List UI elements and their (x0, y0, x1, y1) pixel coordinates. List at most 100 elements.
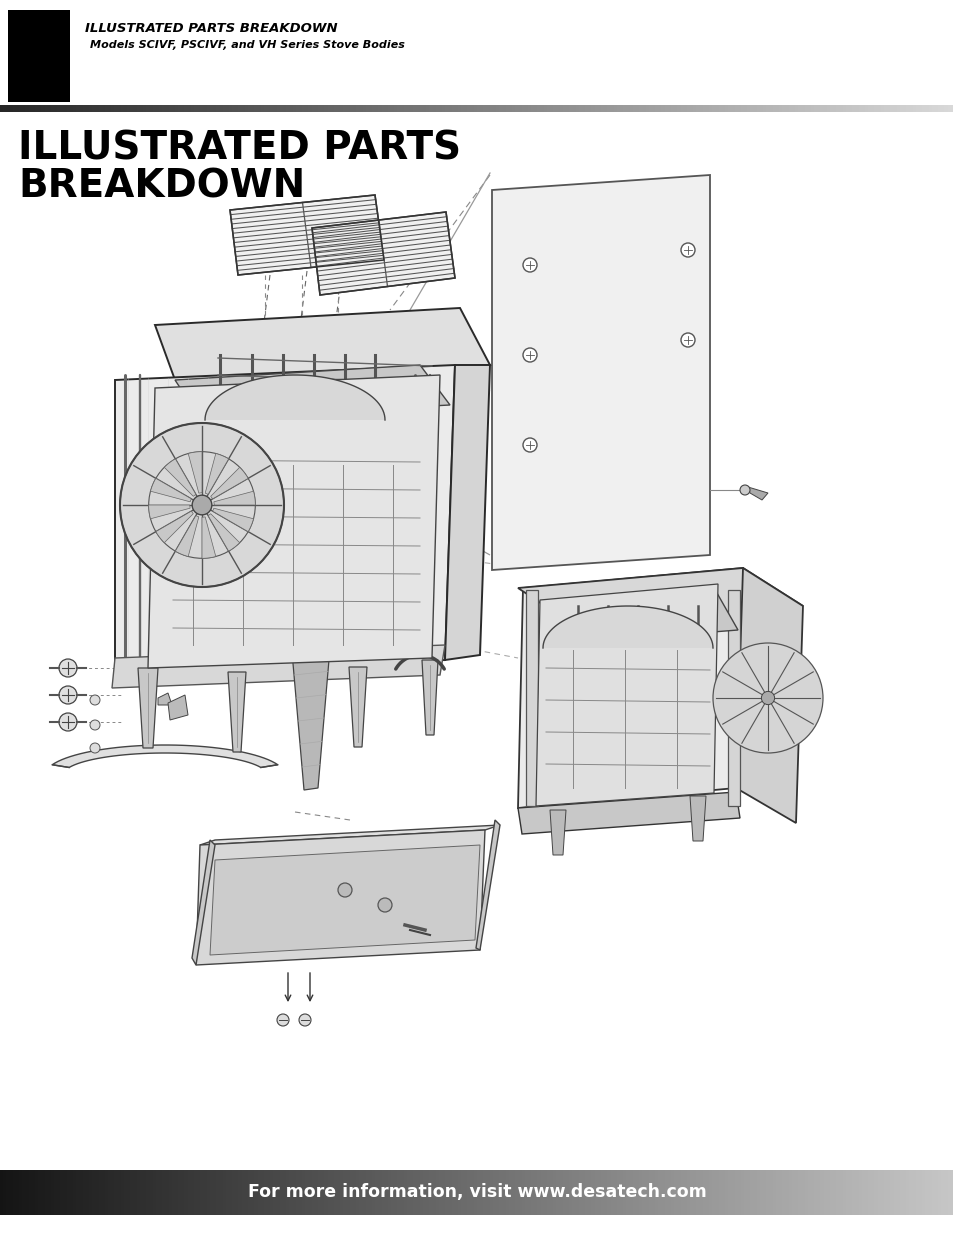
Polygon shape (208, 514, 239, 551)
Bar (836, 105, 840, 112)
Bar (295, 105, 299, 112)
Bar (476, 105, 480, 112)
Bar (746, 1170, 751, 1215)
Bar (622, 1170, 627, 1215)
Bar (470, 1170, 475, 1215)
Bar (267, 1170, 271, 1215)
Bar (324, 1170, 328, 1215)
Bar (35, 105, 39, 112)
Bar (241, 1170, 246, 1215)
Bar (381, 105, 385, 112)
Bar (31, 1170, 36, 1215)
Bar (279, 105, 284, 112)
Bar (839, 1170, 842, 1215)
Circle shape (192, 495, 212, 515)
Bar (848, 105, 852, 112)
Bar (619, 1170, 623, 1215)
Bar (941, 1170, 944, 1215)
Bar (556, 105, 560, 112)
Bar (493, 105, 497, 112)
Bar (45, 1170, 49, 1215)
Bar (794, 1170, 799, 1215)
Bar (343, 105, 347, 112)
Bar (365, 1170, 370, 1215)
Bar (603, 105, 608, 112)
Bar (699, 1170, 703, 1215)
Bar (416, 1170, 420, 1215)
Bar (578, 105, 582, 112)
Bar (362, 105, 366, 112)
Bar (705, 1170, 709, 1215)
Bar (762, 1170, 766, 1215)
Bar (943, 105, 947, 112)
Bar (314, 105, 318, 112)
Bar (270, 1170, 274, 1215)
Polygon shape (52, 745, 277, 767)
Polygon shape (492, 175, 709, 571)
Bar (531, 105, 535, 112)
Bar (874, 105, 878, 112)
Bar (832, 1170, 837, 1215)
Polygon shape (151, 478, 192, 501)
Bar (207, 105, 211, 112)
Bar (899, 105, 903, 112)
Bar (686, 105, 690, 112)
Bar (384, 105, 389, 112)
Bar (83, 1170, 87, 1215)
Bar (540, 1170, 544, 1215)
Bar (378, 105, 382, 112)
Bar (829, 105, 833, 112)
Bar (355, 1170, 360, 1215)
Bar (479, 105, 484, 112)
Bar (727, 105, 732, 112)
Bar (683, 105, 687, 112)
Bar (632, 105, 637, 112)
Bar (543, 1170, 547, 1215)
Bar (327, 105, 332, 112)
Bar (457, 105, 461, 112)
Bar (295, 1170, 299, 1215)
Bar (937, 1170, 942, 1215)
Bar (727, 1170, 732, 1215)
Bar (527, 105, 532, 112)
Bar (48, 1170, 51, 1215)
Text: ILLUSTRATED PARTS: ILLUSTRATED PARTS (18, 130, 460, 168)
Circle shape (522, 258, 537, 272)
Bar (229, 105, 233, 112)
Bar (617, 1170, 620, 1215)
Bar (184, 105, 189, 112)
Bar (407, 1170, 411, 1215)
Bar (753, 105, 757, 112)
Bar (931, 1170, 935, 1215)
Bar (696, 1170, 700, 1215)
Bar (721, 105, 725, 112)
Bar (327, 1170, 332, 1215)
Bar (765, 105, 770, 112)
Polygon shape (211, 467, 248, 499)
Bar (8, 10, 70, 103)
Bar (359, 1170, 363, 1215)
Polygon shape (292, 648, 330, 790)
Bar (772, 1170, 776, 1215)
Bar (889, 1170, 894, 1215)
Bar (334, 105, 337, 112)
Bar (3, 105, 8, 112)
Bar (67, 105, 71, 112)
Bar (651, 1170, 656, 1215)
Bar (731, 1170, 735, 1215)
Bar (740, 105, 744, 112)
Bar (870, 1170, 875, 1215)
Bar (946, 105, 951, 112)
Circle shape (680, 333, 695, 347)
Circle shape (90, 720, 100, 730)
Bar (400, 105, 404, 112)
Bar (436, 105, 439, 112)
Bar (73, 1170, 77, 1215)
Bar (803, 105, 808, 112)
Polygon shape (517, 792, 740, 834)
Bar (486, 1170, 490, 1215)
Bar (397, 105, 401, 112)
Bar (136, 1170, 141, 1215)
Circle shape (337, 883, 352, 897)
Bar (769, 1170, 773, 1215)
